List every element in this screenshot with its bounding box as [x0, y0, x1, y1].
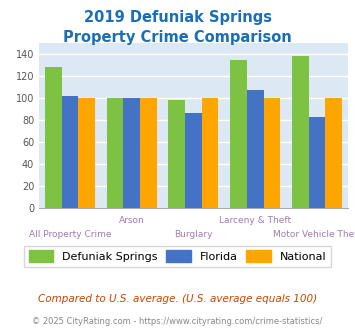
Text: Burglary: Burglary: [174, 230, 213, 239]
Bar: [325, 98, 342, 208]
Bar: [62, 96, 78, 208]
Bar: [169, 100, 185, 208]
Bar: [185, 113, 202, 208]
Text: Larceny & Theft: Larceny & Theft: [219, 216, 291, 225]
Bar: [124, 98, 140, 208]
Text: 2019 Defuniak Springs: 2019 Defuniak Springs: [83, 10, 272, 25]
Bar: [230, 60, 247, 208]
Text: Property Crime Comparison: Property Crime Comparison: [63, 30, 292, 45]
Text: All Property Crime: All Property Crime: [29, 230, 111, 239]
Bar: [263, 98, 280, 208]
Bar: [140, 98, 157, 208]
Text: © 2025 CityRating.com - https://www.cityrating.com/crime-statistics/: © 2025 CityRating.com - https://www.city…: [32, 317, 323, 326]
Legend: Defuniak Springs, Florida, National: Defuniak Springs, Florida, National: [24, 246, 331, 267]
Text: Compared to U.S. average. (U.S. average equals 100): Compared to U.S. average. (U.S. average …: [38, 294, 317, 304]
Bar: [78, 98, 95, 208]
Bar: [247, 90, 263, 208]
Text: Motor Vehicle Theft: Motor Vehicle Theft: [273, 230, 355, 239]
Bar: [309, 116, 325, 208]
Bar: [45, 67, 62, 208]
Bar: [202, 98, 218, 208]
Text: Arson: Arson: [119, 216, 144, 225]
Bar: [107, 98, 124, 208]
Bar: [292, 56, 309, 208]
